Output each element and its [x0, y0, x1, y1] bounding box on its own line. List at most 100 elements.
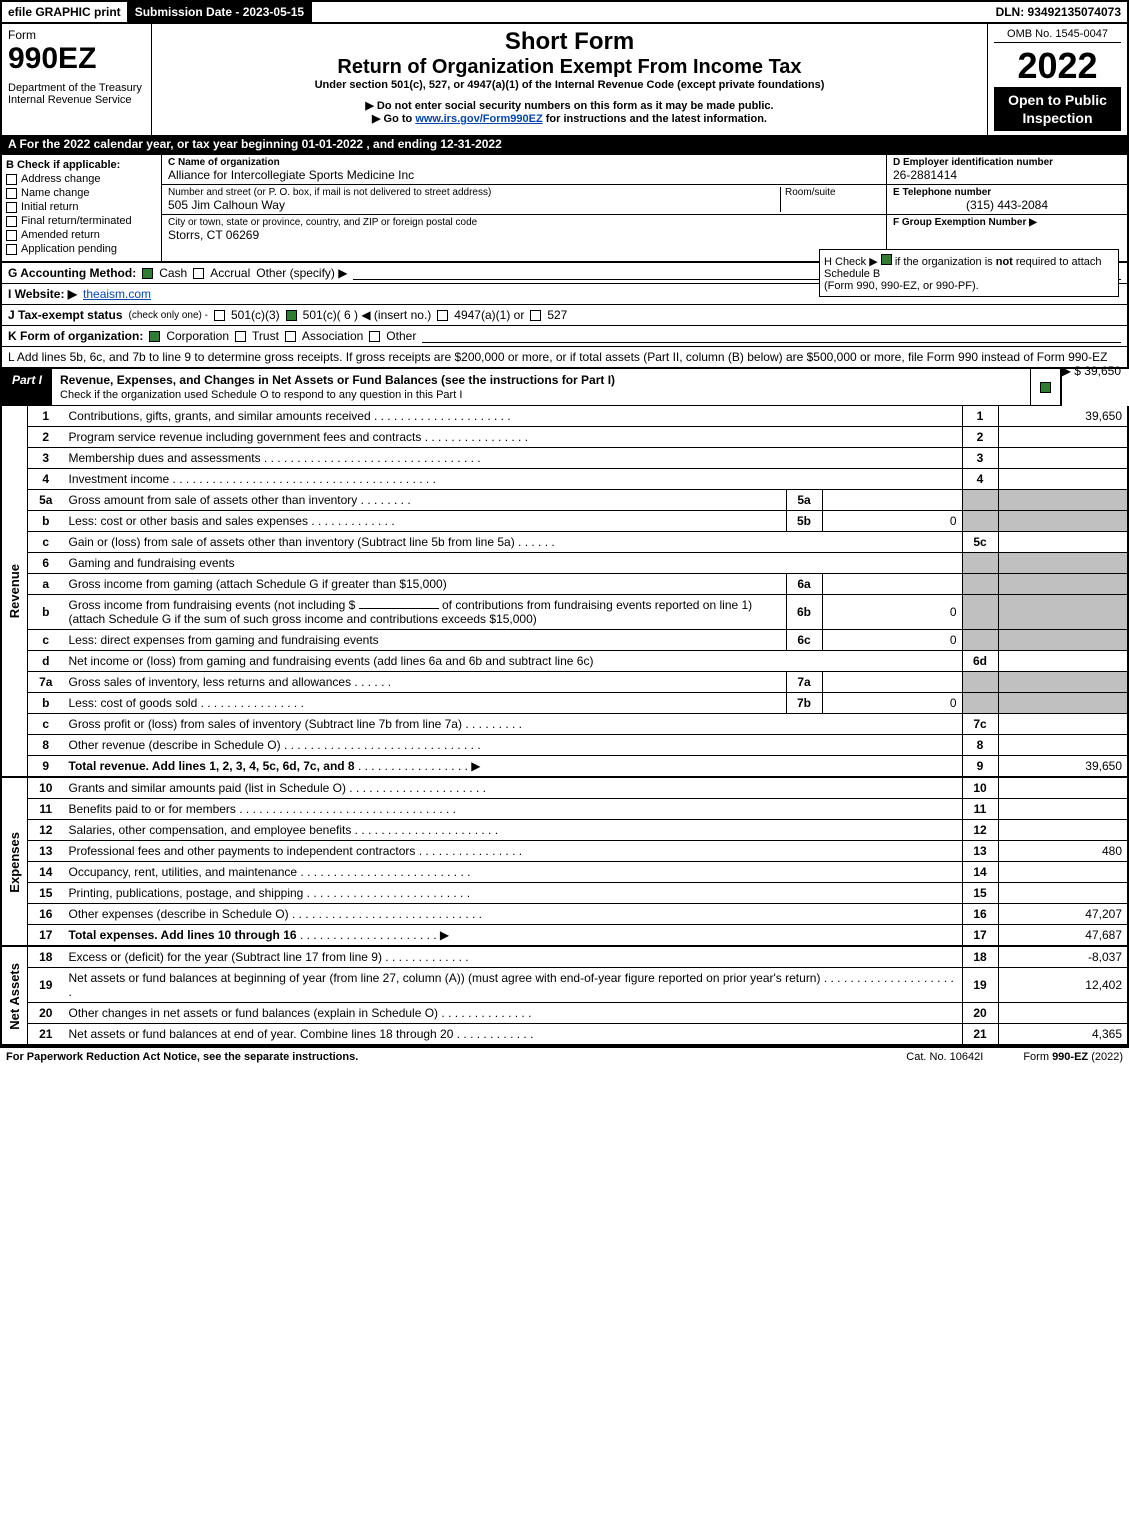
line-7b: bLess: cost of goods sold . . . . . . . … — [1, 693, 1128, 714]
cb-accrual[interactable] — [193, 268, 204, 279]
dept-label: Department of the Treasury Internal Reve… — [8, 82, 145, 106]
cb-association[interactable] — [285, 331, 296, 342]
line-16: 16Other expenses (describe in Schedule O… — [1, 904, 1128, 925]
l1-desc: Contributions, gifts, grants, and simila… — [69, 409, 371, 423]
line-20: 20Other changes in net assets or fund ba… — [1, 1003, 1128, 1024]
cb-amended-return[interactable]: Amended return — [6, 229, 157, 241]
d-block: D Employer identification number 26-2881… — [887, 155, 1127, 185]
line-6d: dNet income or (loss) from gaming and fu… — [1, 651, 1128, 672]
h-mid: if the organization is — [895, 256, 996, 268]
cb-address-change[interactable]: Address change — [6, 173, 157, 185]
col-c: C Name of organization Alliance for Inte… — [162, 155, 887, 261]
part1-subtitle: Check if the organization used Schedule … — [60, 389, 462, 401]
l-text: L Add lines 5b, 6c, and 7b to line 9 to … — [8, 350, 1107, 364]
website-link[interactable]: theaism.com — [83, 287, 151, 301]
k-other-fill — [422, 329, 1121, 343]
part1-label: Part I — [2, 369, 52, 405]
form-number: 990EZ — [8, 42, 145, 76]
j-row: J Tax-exempt status (check only one) - 5… — [0, 305, 1129, 326]
return-title: Return of Organization Exempt From Incom… — [158, 56, 981, 79]
j-opt4: 527 — [547, 308, 567, 322]
goto-note: ▶ Go to www.irs.gov/Form990EZ for instru… — [158, 112, 981, 125]
c-street-block: Number and street (or P. O. box, if mail… — [162, 185, 886, 215]
line-18: Net Assets 18Excess or (deficit) for the… — [1, 946, 1128, 968]
cb-cash[interactable] — [142, 268, 153, 279]
vlabel-expenses: Expenses — [7, 832, 22, 893]
l-row: L Add lines 5b, 6c, and 7b to line 9 to … — [0, 347, 1129, 369]
cb-trust[interactable] — [235, 331, 246, 342]
org-name: Alliance for Intercollegiate Sports Medi… — [168, 168, 880, 182]
cb-501c[interactable] — [286, 310, 297, 321]
e-label: E Telephone number — [893, 187, 1121, 198]
cb-501c3[interactable] — [214, 310, 225, 321]
line-2: 2Program service revenue including gover… — [1, 427, 1128, 448]
phone-value: (315) 443-2084 — [893, 198, 1121, 212]
open-public: Open to Public Inspection — [994, 87, 1121, 131]
h-not: not — [996, 256, 1013, 268]
vlabel-netassets: Net Assets — [7, 963, 22, 1030]
cb-schedule-b[interactable] — [881, 254, 892, 265]
line-5a: 5aGross amount from sale of assets other… — [1, 490, 1128, 511]
header-right: OMB No. 1545-0047 2022 Open to Public In… — [987, 24, 1127, 135]
line-11: 11Benefits paid to or for members . . . … — [1, 799, 1128, 820]
footer-left: For Paperwork Reduction Act Notice, see … — [6, 1051, 866, 1063]
line-19: 19Net assets or fund balances at beginni… — [1, 968, 1128, 1003]
line-7c: cGross profit or (loss) from sales of in… — [1, 714, 1128, 735]
part1-header: Part I Revenue, Expenses, and Changes in… — [0, 369, 1062, 406]
form-word: Form — [8, 28, 145, 42]
footer-mid: Cat. No. 10642I — [906, 1051, 983, 1063]
lines-table: Revenue 1 Contributions, gifts, grants, … — [0, 406, 1129, 1046]
line-8: 8Other revenue (describe in Schedule O) … — [1, 735, 1128, 756]
l-amount: ▶ $ 39,650 — [1062, 364, 1121, 378]
ein-value: 26-2881414 — [893, 168, 1121, 182]
h-post2: (Form 990, 990-EZ, or 990-PF). — [824, 280, 979, 292]
g-cash: Cash — [159, 266, 187, 280]
h-box: H Check ▶ if the organization is not req… — [819, 249, 1119, 297]
line-6a: aGross income from gaming (attach Schedu… — [1, 574, 1128, 595]
i-label: I Website: ▶ — [8, 287, 77, 301]
line-6: 6Gaming and fundraising events — [1, 553, 1128, 574]
j-label: J Tax-exempt status — [8, 308, 123, 322]
efile-label: efile GRAPHIC print — [2, 2, 129, 22]
cb-application-pending[interactable]: Application pending — [6, 243, 157, 255]
line-17: 17Total expenses. Add lines 10 through 1… — [1, 925, 1128, 947]
j-sub: (check only one) - — [129, 310, 208, 321]
line-6c: cLess: direct expenses from gaming and f… — [1, 630, 1128, 651]
cb-527[interactable] — [530, 310, 541, 321]
cb-initial-return[interactable]: Initial return — [6, 201, 157, 213]
cb-4947[interactable] — [437, 310, 448, 321]
irs-link[interactable]: www.irs.gov/Form990EZ — [415, 113, 542, 125]
g-accrual: Accrual — [210, 266, 250, 280]
short-form-title: Short Form — [158, 28, 981, 56]
line-15: 15Printing, publications, postage, and s… — [1, 883, 1128, 904]
cb-name-change[interactable]: Name change — [6, 187, 157, 199]
dln-label: DLN: 93492135074073 — [990, 2, 1127, 22]
footer-right: Form Form 990-EZ (2022)990-EZ (2022) — [1023, 1051, 1123, 1063]
line-7a: 7aGross sales of inventory, less returns… — [1, 672, 1128, 693]
org-city: Storrs, CT 06269 — [168, 228, 880, 242]
vlabel-revenue: Revenue — [7, 564, 22, 618]
c-city-block: City or town, state or province, country… — [162, 215, 886, 244]
j-opt1: 501(c)(3) — [231, 308, 280, 322]
section-a: A For the 2022 calendar year, or tax yea… — [0, 135, 1129, 155]
k-other: Other — [386, 329, 416, 343]
line-10: Expenses 10Grants and similar amounts pa… — [1, 777, 1128, 799]
city-label: City or town, state or province, country… — [168, 217, 880, 228]
header-mid: Short Form Return of Organization Exempt… — [152, 24, 987, 135]
line-4: 4Investment income . . . . . . . . . . .… — [1, 469, 1128, 490]
f-label: F Group Exemption Number ▶ — [893, 217, 1037, 228]
l1-amt: 39,650 — [998, 406, 1128, 427]
g-other: Other (specify) ▶ — [256, 266, 347, 280]
c-label: C Name of organization — [168, 157, 280, 168]
cb-other[interactable] — [369, 331, 380, 342]
line-5c: cGain or (loss) from sale of assets othe… — [1, 532, 1128, 553]
b-label: B Check if applicable: — [6, 159, 157, 171]
j-opt3: 4947(a)(1) or — [454, 308, 524, 322]
goto-post: for instructions and the latest informat… — [543, 113, 767, 125]
part1-check[interactable] — [1030, 369, 1060, 405]
line-6b: bGross income from fundraising events (n… — [1, 595, 1128, 630]
c-name-block: C Name of organization Alliance for Inte… — [162, 155, 886, 185]
goto-pre: ▶ Go to — [372, 113, 415, 125]
cb-final-return[interactable]: Final return/terminated — [6, 215, 157, 227]
cb-corporation[interactable] — [149, 331, 160, 342]
